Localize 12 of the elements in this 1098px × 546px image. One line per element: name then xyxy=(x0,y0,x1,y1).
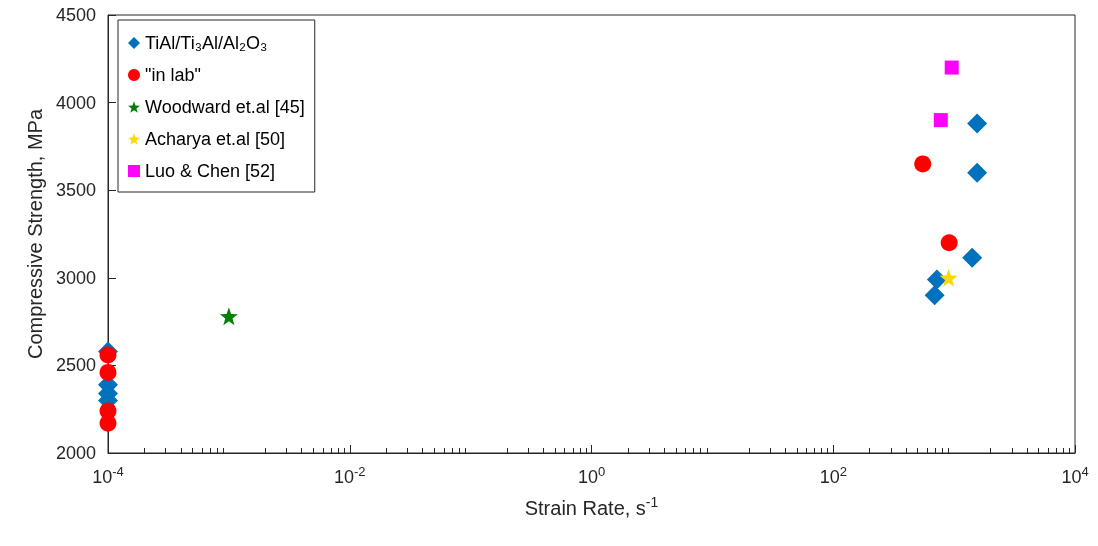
legend-label: Luo & Chen [52] xyxy=(145,161,276,181)
y-tick-label: 2000 xyxy=(55,443,96,463)
legend-label: Woodward et.al [45] xyxy=(145,97,305,117)
y-tick-label: 4000 xyxy=(55,92,96,113)
legend-label: "in lab" xyxy=(145,65,201,85)
y-tick-label: 2500 xyxy=(55,355,96,376)
legend-label: TiAl/Ti₃Al/Al₂O₃ xyxy=(145,33,268,53)
y-tick-label: 3500 xyxy=(55,180,96,201)
y-tick-label: 4500 xyxy=(55,5,96,25)
y-tick-label: 3000 xyxy=(55,267,96,288)
y-axis-title: Compressive Strength, MPa xyxy=(24,108,47,360)
legend-label: Acharya et.al [50] xyxy=(145,129,286,149)
